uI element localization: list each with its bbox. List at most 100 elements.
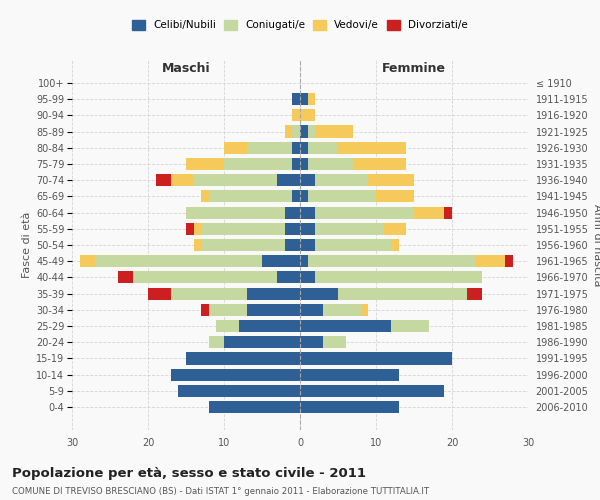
Bar <box>239 320 300 332</box>
Bar <box>171 368 300 381</box>
Bar <box>292 142 300 154</box>
Bar <box>308 93 315 105</box>
Bar <box>178 385 300 397</box>
Y-axis label: Anni di nascita: Anni di nascita <box>592 204 600 286</box>
Bar <box>277 272 300 283</box>
Bar <box>247 288 300 300</box>
Bar <box>391 320 429 332</box>
Bar <box>171 174 194 186</box>
Bar <box>383 222 406 235</box>
Bar <box>300 142 308 154</box>
Bar <box>186 158 224 170</box>
Text: Popolazione per età, sesso e stato civile - 2011: Popolazione per età, sesso e stato civil… <box>12 468 366 480</box>
Bar <box>300 239 315 251</box>
Bar <box>338 142 406 154</box>
Bar <box>376 190 414 202</box>
Bar <box>148 288 171 300</box>
Bar <box>368 174 414 186</box>
Bar <box>292 126 300 138</box>
Bar <box>285 239 300 251</box>
Bar <box>323 304 361 316</box>
Bar <box>300 336 323 348</box>
Bar <box>308 142 338 154</box>
Bar <box>353 158 406 170</box>
Bar <box>361 304 368 316</box>
Legend: Celibi/Nubili, Coniugati/e, Vedovi/e, Divorziati/e: Celibi/Nubili, Coniugati/e, Vedovi/e, Di… <box>129 17 471 34</box>
Bar <box>247 304 300 316</box>
Bar <box>118 272 133 283</box>
Bar <box>247 142 292 154</box>
Bar <box>300 385 445 397</box>
Bar <box>467 288 482 300</box>
Bar <box>292 109 300 122</box>
Bar <box>300 158 308 170</box>
Bar <box>308 190 376 202</box>
Bar <box>323 336 346 348</box>
Bar <box>277 174 300 186</box>
Bar <box>80 255 95 268</box>
Bar <box>171 288 247 300</box>
Bar <box>209 336 224 348</box>
Bar <box>315 239 391 251</box>
Bar <box>285 222 300 235</box>
Bar <box>224 142 247 154</box>
Bar <box>285 126 292 138</box>
Bar <box>300 109 315 122</box>
Bar <box>133 272 277 283</box>
Bar <box>292 190 300 202</box>
Bar <box>308 158 353 170</box>
Bar <box>300 304 323 316</box>
Bar <box>300 352 452 364</box>
Bar <box>300 206 315 218</box>
Bar <box>224 336 300 348</box>
Bar <box>209 304 247 316</box>
Bar <box>445 206 452 218</box>
Bar <box>300 255 308 268</box>
Bar <box>300 93 308 105</box>
Text: Maschi: Maschi <box>161 62 211 75</box>
Bar <box>475 255 505 268</box>
Bar <box>285 206 300 218</box>
Text: Femmine: Femmine <box>382 62 446 75</box>
Bar <box>300 174 315 186</box>
Bar <box>194 222 201 235</box>
Bar <box>186 206 285 218</box>
Bar <box>315 272 482 283</box>
Bar <box>300 272 315 283</box>
Bar <box>201 222 285 235</box>
Bar <box>308 126 315 138</box>
Bar <box>300 320 391 332</box>
Bar <box>186 222 194 235</box>
Bar <box>201 190 209 202</box>
Bar <box>217 320 239 332</box>
Bar <box>209 401 300 413</box>
Bar <box>155 174 171 186</box>
Bar <box>209 190 292 202</box>
Bar <box>224 158 292 170</box>
Bar <box>201 304 209 316</box>
Bar <box>315 174 368 186</box>
Bar <box>300 401 399 413</box>
Bar <box>315 222 383 235</box>
Bar <box>391 239 399 251</box>
Bar <box>194 174 277 186</box>
Bar <box>292 93 300 105</box>
Bar <box>262 255 300 268</box>
Bar <box>300 368 399 381</box>
Bar <box>300 190 308 202</box>
Bar <box>315 126 353 138</box>
Bar <box>95 255 262 268</box>
Y-axis label: Fasce di età: Fasce di età <box>22 212 32 278</box>
Text: COMUNE DI TREVISO BRESCIANO (BS) - Dati ISTAT 1° gennaio 2011 - Elaborazione TUT: COMUNE DI TREVISO BRESCIANO (BS) - Dati … <box>12 488 429 496</box>
Bar <box>194 239 201 251</box>
Bar <box>186 352 300 364</box>
Bar <box>315 206 414 218</box>
Bar <box>308 255 475 268</box>
Bar <box>414 206 445 218</box>
Bar <box>338 288 467 300</box>
Bar <box>300 222 315 235</box>
Bar <box>300 288 338 300</box>
Bar <box>300 126 308 138</box>
Bar <box>505 255 513 268</box>
Bar <box>201 239 285 251</box>
